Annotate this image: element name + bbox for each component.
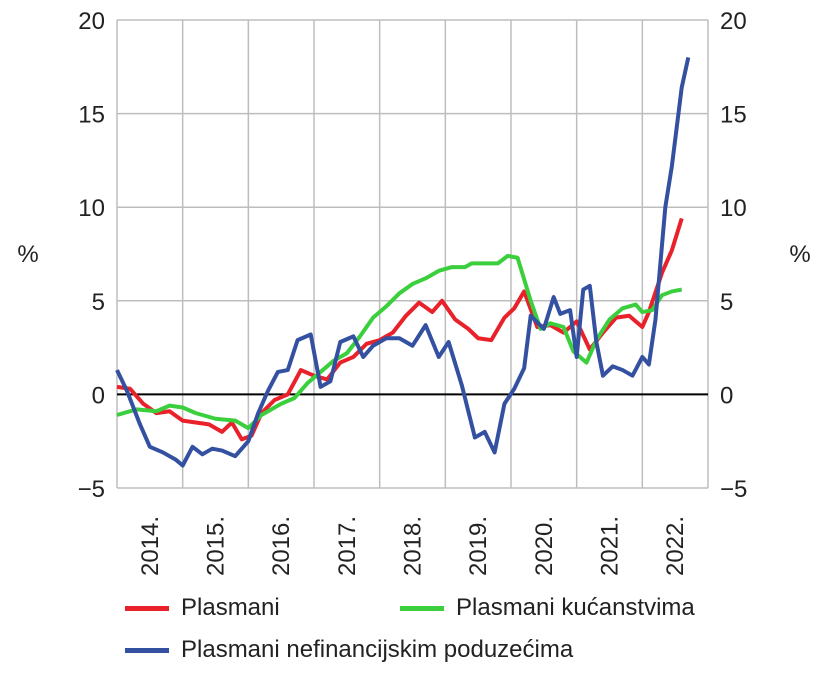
- legend-swatch: [400, 605, 444, 611]
- legend-item-poduzeca: Plasmani nefinancijskim poduzećima: [125, 636, 573, 664]
- y-axis-label-right: %: [789, 241, 810, 268]
- y-tick-label-right: 15: [720, 102, 747, 129]
- legend-item-kucanstva: Plasmani kućanstvima: [400, 594, 695, 622]
- x-tick-label: 2015.: [203, 516, 230, 576]
- y-tick-label-left: 10: [78, 195, 105, 222]
- x-tick-label: 2014.: [137, 516, 164, 576]
- y-tick-label-right: −5: [720, 476, 747, 503]
- y-tick-label-right: 20: [720, 8, 747, 35]
- legend-item-plasmani: Plasmani: [125, 594, 280, 622]
- legend-label: Plasmani: [181, 594, 280, 621]
- y-tick-label-left: 5: [92, 289, 105, 316]
- y-tick-label-right: 0: [720, 382, 733, 409]
- x-tick-label: 2021.: [597, 516, 624, 576]
- y-tick-label-left: 20: [78, 8, 105, 35]
- x-tick-label: 2017.: [334, 516, 361, 576]
- x-tick-label: 2019.: [465, 516, 492, 576]
- legend-swatch: [125, 647, 169, 653]
- x-tick-label: 2016.: [268, 516, 295, 576]
- legend-label: Plasmani kućanstvima: [456, 594, 695, 621]
- x-tick-label: 2020.: [531, 516, 558, 576]
- y-axis-label-left: %: [17, 241, 38, 268]
- y-tick-label-right: 10: [720, 195, 747, 222]
- y-tick-label-left: 15: [78, 102, 105, 129]
- series-line: [115, 57, 691, 468]
- legend-label: Plasmani nefinancijskim poduzećima: [181, 636, 574, 663]
- y-tick-label-left: −5: [78, 476, 105, 503]
- x-tick-label: 2018.: [400, 516, 427, 576]
- line-chart: −5 −5 0 0 5 5 10 10 15 15 20 20% % 2014. 2015. 2016. 201…: [17, 8, 810, 576]
- series-line: [116, 217, 684, 442]
- y-tick-label-left: 0: [92, 382, 105, 409]
- x-tick-label: 2022.: [662, 516, 689, 576]
- legend-swatch: [125, 605, 169, 611]
- y-tick-label-right: 5: [720, 289, 733, 316]
- series-line: [116, 253, 683, 431]
